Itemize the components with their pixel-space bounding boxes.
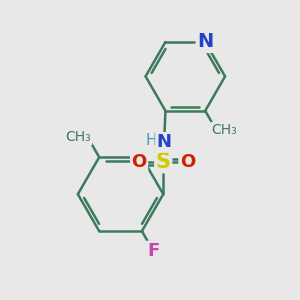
- Text: O: O: [131, 153, 147, 171]
- Text: CH₃: CH₃: [65, 130, 91, 144]
- Text: H: H: [145, 134, 157, 148]
- Text: F: F: [147, 242, 160, 260]
- Text: O: O: [180, 153, 195, 171]
- Text: N: N: [157, 134, 172, 152]
- Text: CH₃: CH₃: [212, 123, 237, 137]
- Text: N: N: [197, 32, 213, 52]
- Text: S: S: [156, 152, 171, 172]
